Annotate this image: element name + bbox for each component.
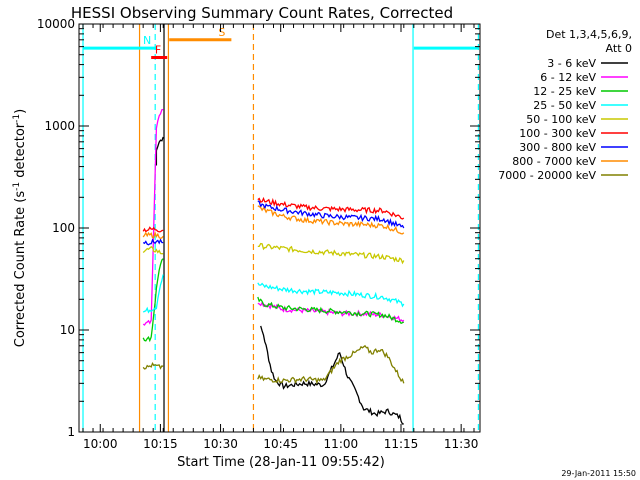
y-axis-label: Corrected Count Rate (s-1 detector-1) [12,109,28,347]
legend-entry-label: 6 - 12 keV [540,71,596,84]
series-line-5-0 [142,226,164,233]
series-line-7-0 [142,230,164,240]
series-line-1-1 [257,301,405,323]
x-axis-label: Start Time (28-Jan-11 09:55:42) [177,455,385,470]
chart-title: HESSI Observing Summary Count Rates, Cor… [71,4,453,22]
timestamp-footer: 29-Jan-2011 15:50 [561,469,636,478]
flag-label-f: F [155,43,161,56]
y-axis: 1 10 100 1000 10000 [37,17,480,439]
series-line-3-0 [142,274,164,314]
series-line-8-0 [142,361,164,370]
series-line-4-1 [257,242,405,265]
x-tick-label: 10:30 [203,437,238,451]
series-line-6-0 [142,238,164,246]
legend-entry-label: 25 - 50 keV [533,99,596,112]
flag-label-s: S [218,26,225,39]
x-tick-label: 10:15 [143,437,178,451]
series-line-4-0 [142,246,164,255]
legend-entry-label: 300 - 800 keV [519,141,596,154]
legend-entry-label: 7000 - 20000 keV [498,169,596,182]
x-tick-label: 11:00 [324,437,359,451]
plot-area: S NF [82,24,479,432]
series-line-6-1 [257,200,405,229]
y-tick-label: 10000 [37,17,75,31]
x-axis: 10:00 10:15 10:30 10:45 11:00 11:15 11:30 [82,24,479,451]
x-tick-label: 11:15 [384,437,419,451]
series-line-1-0 [142,108,164,326]
series-line-2-1 [257,296,405,325]
series-line-2-0 [142,258,164,343]
series-line-8-1 [257,344,405,385]
legend-header-detectors: Det 1,3,4,5,6,9, [546,28,632,41]
legend-entry-label: 3 - 6 keV [547,57,596,70]
y-tick-label: 1000 [44,119,75,133]
y-tick-label: 10 [60,323,75,337]
y-tick-label: 1 [67,425,75,439]
series-line-7-1 [257,205,405,235]
legend-entry-label: 12 - 25 keV [533,85,596,98]
legend-entry-label: 800 - 7000 keV [512,155,596,168]
x-tick-label: 10:00 [83,437,118,451]
flag-label-n: N [143,34,151,47]
x-tick-label: 11:30 [444,437,479,451]
legend-header-attenuator: Att 0 [606,42,632,55]
series-line-5-1 [257,196,405,220]
x-tick-label: 10:45 [263,437,298,451]
series-line-0-1 [260,325,404,425]
series-line-0-0 [155,136,164,166]
series-line-3-1 [257,282,405,308]
legend-entry-label: 100 - 300 keV [519,127,596,140]
y-tick-label: 100 [52,221,75,235]
legend-entry-label: 50 - 100 keV [526,113,596,126]
